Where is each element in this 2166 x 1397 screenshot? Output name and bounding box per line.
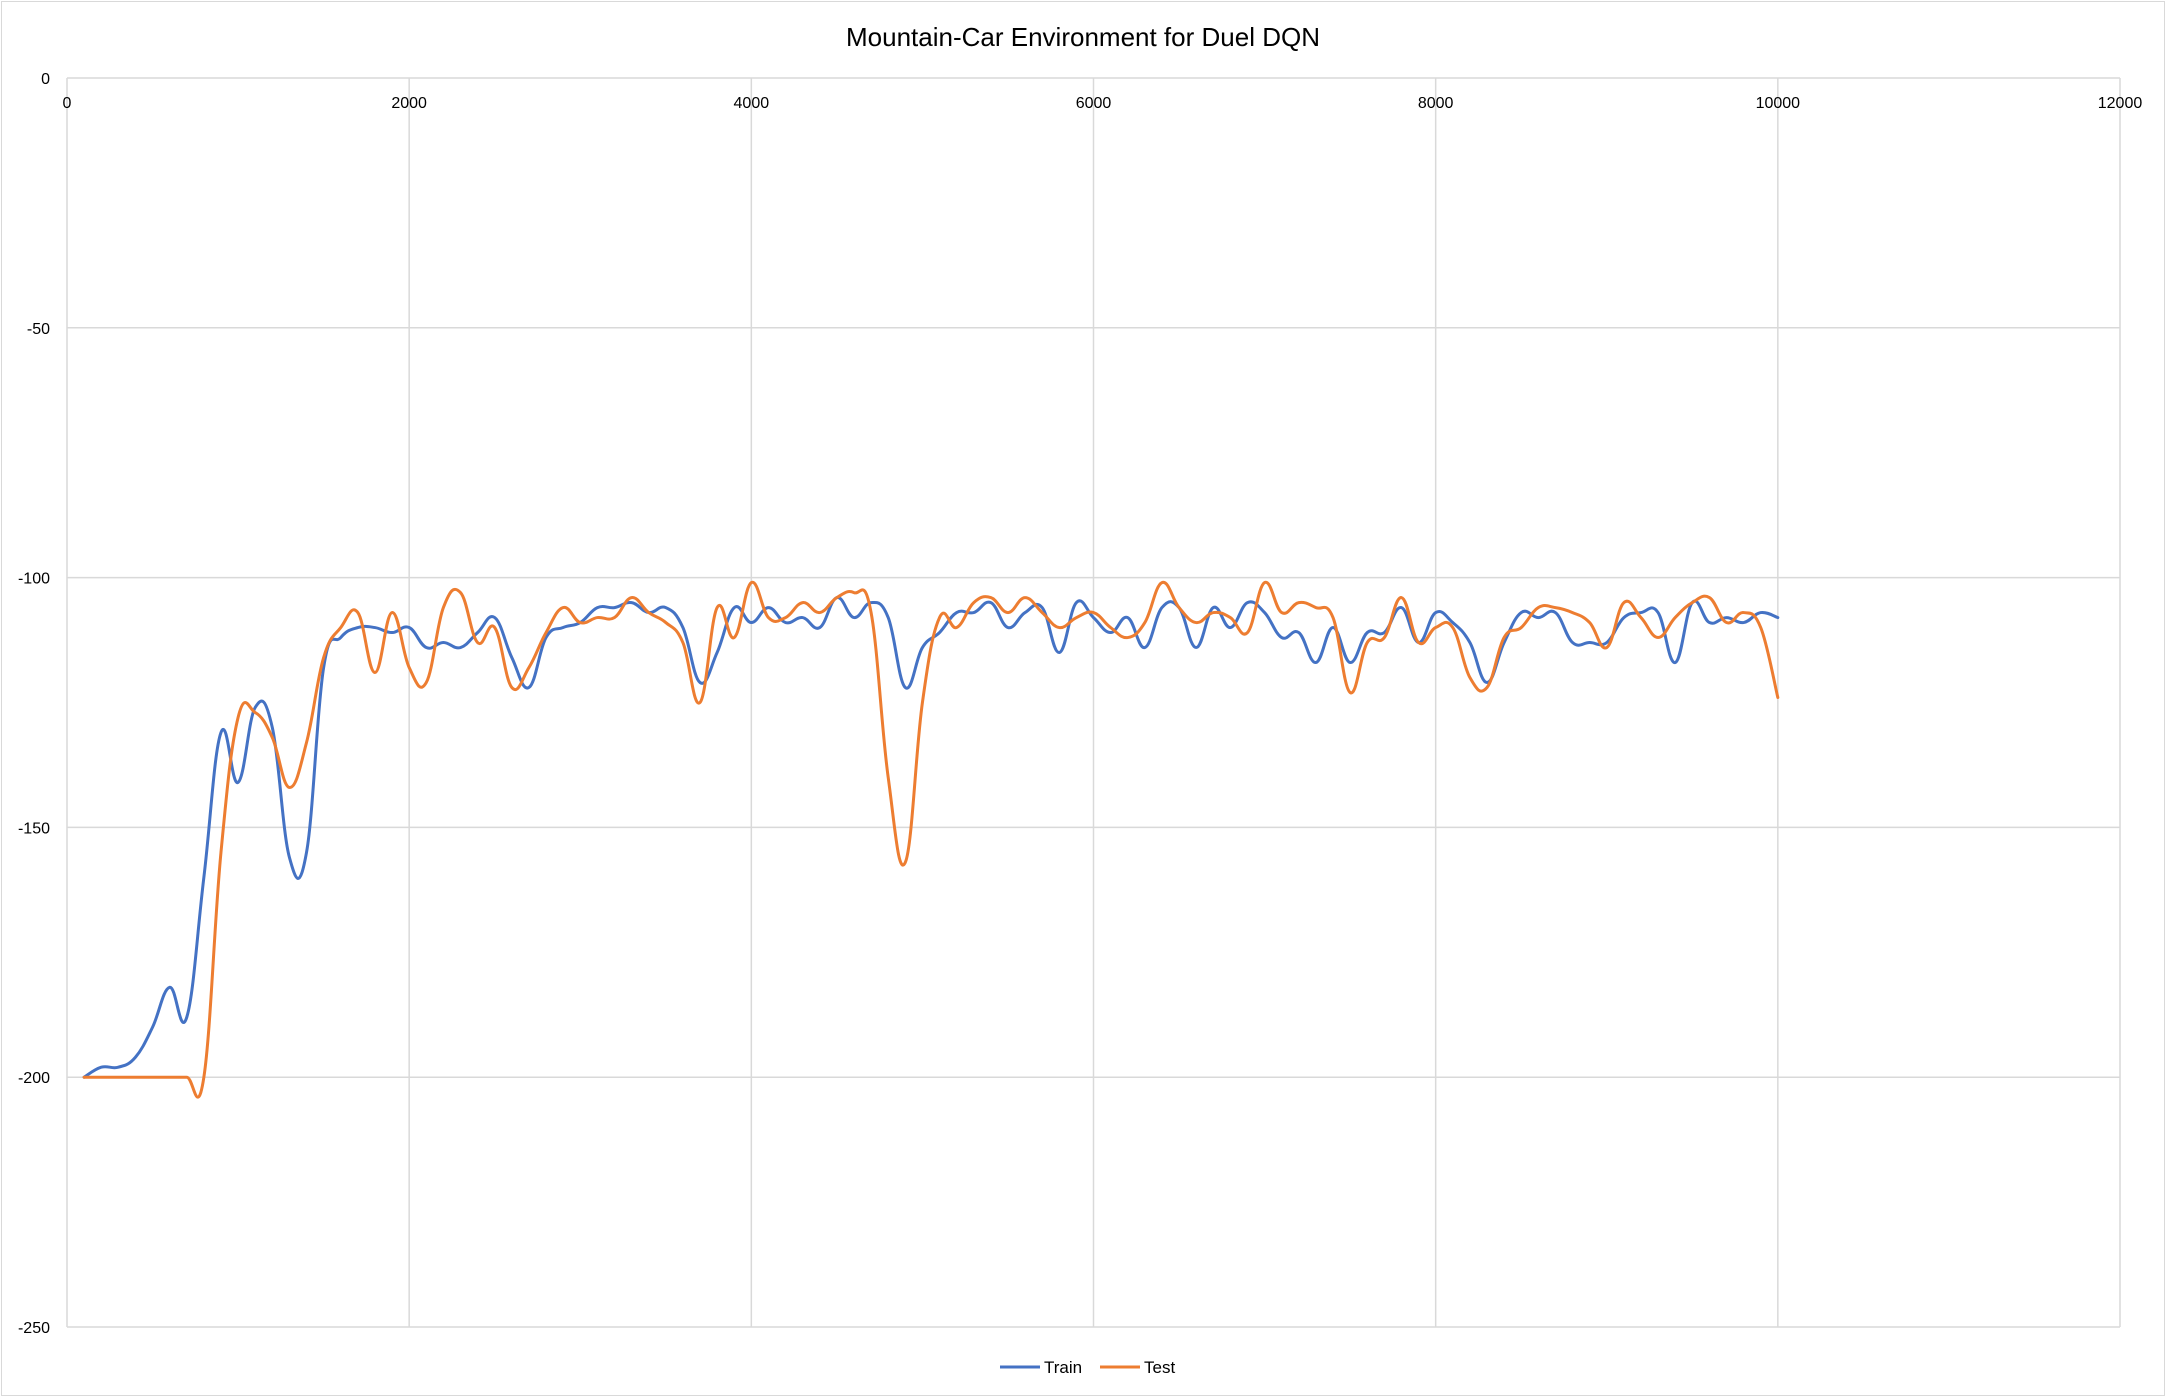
x-tick-label: 8000 bbox=[1418, 95, 1454, 112]
y-tick-label: -100 bbox=[18, 571, 50, 588]
y-tick-label: -50 bbox=[27, 321, 50, 338]
y-axis-tick-labels: 0 -50 -100 -150 -200 -250 bbox=[18, 71, 50, 1337]
x-tick-label: 4000 bbox=[734, 95, 770, 112]
legend: Train Test bbox=[1000, 1358, 1175, 1377]
series-lines bbox=[82, 580, 1780, 1099]
y-tick-label: -250 bbox=[18, 1320, 50, 1337]
x-tick-label: 10000 bbox=[1756, 95, 1801, 112]
x-axis-tick-labels: 0 2000 4000 6000 8000 10000 12000 bbox=[63, 95, 2143, 112]
x-tick-label: 0 bbox=[63, 95, 72, 112]
y-tick-label: -150 bbox=[18, 820, 50, 837]
gridlines bbox=[66, 77, 2121, 1328]
x-tick-label: 12000 bbox=[2098, 95, 2143, 112]
legend-label-test: Test bbox=[1144, 1358, 1175, 1377]
y-tick-label: -200 bbox=[18, 1070, 50, 1087]
chart-title: Mountain-Car Environment for Duel DQN bbox=[846, 22, 1320, 52]
x-tick-label: 6000 bbox=[1076, 95, 1112, 112]
x-tick-label: 2000 bbox=[391, 95, 427, 112]
series-line-test bbox=[82, 580, 1780, 1099]
legend-label-train: Train bbox=[1044, 1358, 1082, 1377]
series-line-train bbox=[82, 596, 1780, 1079]
y-tick-label: 0 bbox=[41, 71, 50, 88]
